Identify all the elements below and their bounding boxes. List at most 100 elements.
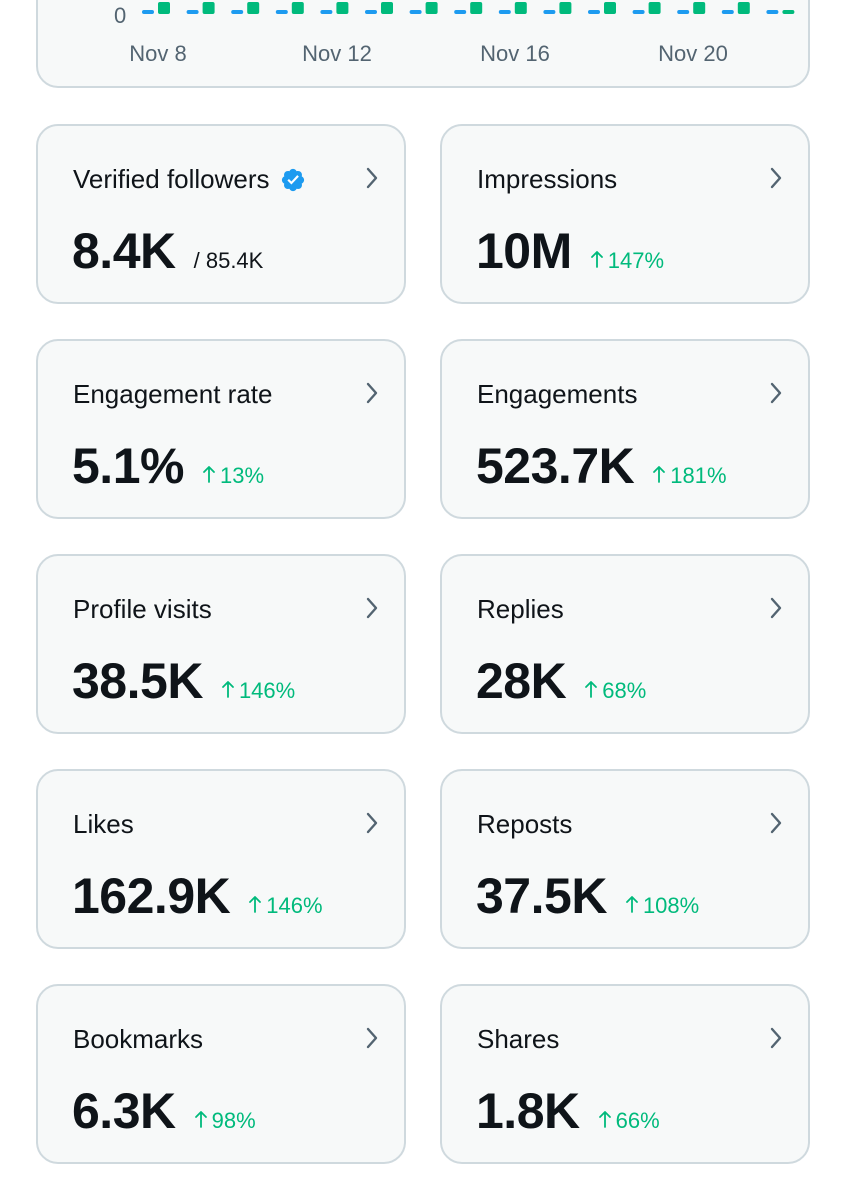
chart-bar-verified (409, 10, 422, 14)
chevron-right-icon (366, 382, 378, 404)
chart-bar-unverified (336, 2, 349, 14)
chart-bar-unverified (425, 2, 438, 14)
metric-label: Engagement rate (73, 379, 273, 409)
chart-bar-verified (498, 10, 511, 14)
metric-value: 38.5K (72, 653, 203, 709)
metric-change-value: 146% (266, 893, 323, 918)
metric-label-row: Bookmarks (73, 1024, 203, 1055)
metric-value-row: 5.1% 13% (72, 437, 264, 495)
chart-bar-unverified (381, 2, 393, 14)
metric-value-row: 10M 147% (476, 222, 664, 280)
arrow-up-icon (222, 681, 234, 698)
metric-value-row: 1.8K 66% (476, 1082, 660, 1140)
chart-bar-unverified (782, 10, 795, 14)
metric-value-row: 8.4K / 85.4K (72, 222, 263, 280)
chevron-right-icon (770, 1027, 782, 1049)
metric-value-row: 37.5K 108% (476, 867, 699, 925)
chart-bar-verified (543, 10, 556, 14)
metric-label: Impressions (477, 164, 618, 194)
arrow-up-icon (585, 681, 598, 698)
chart-bar-verified (721, 10, 734, 14)
metric-card-reposts[interactable]: Reposts 37.5K 108% (440, 769, 810, 949)
metric-value: 10M (476, 223, 572, 279)
metric-label: Likes (73, 809, 134, 839)
chevron-right-icon (770, 597, 782, 619)
metric-value: 28K (476, 653, 567, 709)
metric-card-replies[interactable]: Replies 28K 68% (440, 554, 810, 734)
x-axis-label: Nov 20 (658, 41, 728, 66)
metric-label-row: Profile visits (73, 594, 212, 625)
metric-value-row: 162.9K 146% (72, 867, 323, 925)
arrow-up-icon (249, 896, 262, 913)
metric-label-row: Reposts (477, 809, 572, 840)
x-axis-label: Nov 16 (480, 41, 550, 66)
metric-total: / 85.4K (193, 248, 264, 273)
chart-bar-unverified (470, 2, 483, 14)
metric-label: Verified followers (73, 164, 270, 194)
followers-chart-card: 0 Nov 8 Nov 12 Nov 16 Nov 20 (36, 0, 810, 88)
chart-bar-verified (320, 10, 333, 14)
metric-change-value: 66% (615, 1108, 660, 1133)
metric-label: Profile visits (73, 594, 212, 624)
metric-label: Reposts (477, 809, 573, 839)
arrow-up-icon (194, 1111, 207, 1128)
metric-label-row: Engagements (477, 379, 637, 410)
metric-value: 162.9K (72, 868, 231, 924)
metric-label-row: Replies (477, 594, 564, 625)
metric-change-value: 98% (211, 1108, 256, 1133)
y-axis-zero-label: 0 (114, 3, 127, 28)
metric-value-row: 38.5K 146% (72, 652, 295, 710)
metric-card-profile-visits[interactable]: Profile visits 38.5K 146% (36, 554, 406, 734)
metric-value: 523.7K (476, 438, 635, 494)
verified-badge-icon (281, 168, 304, 191)
metric-card-shares[interactable]: Shares 1.8K 66% (440, 984, 810, 1164)
chart-bar-unverified (604, 2, 616, 14)
metric-value: 6.3K (72, 1083, 176, 1139)
arrow-up-icon (598, 1111, 611, 1128)
chart-bar-unverified (202, 2, 215, 14)
metric-value: 5.1% (72, 438, 184, 494)
metric-label-row: Engagement rate (73, 379, 272, 410)
x-axis-label: Nov 12 (302, 41, 372, 66)
metric-card-verified-followers[interactable]: Verified followers 8.4K / 85.4K (36, 124, 406, 304)
chart-bar-verified (142, 10, 154, 14)
metric-label: Shares (477, 1024, 560, 1054)
chart-bar-verified (365, 10, 377, 14)
metric-change: 146% (221, 678, 295, 704)
chart-bar-verified (186, 10, 199, 14)
metric-change-value: 108% (642, 893, 700, 918)
x-axis-label: Nov 8 (129, 41, 187, 66)
metric-card-impressions[interactable]: Impressions 10M 147% (440, 124, 810, 304)
chart-bar-unverified (158, 2, 170, 14)
chart-bar-verified (275, 10, 288, 14)
chart-bar-unverified (559, 2, 572, 14)
metric-label-row: Impressions (477, 164, 617, 195)
metric-change: 147% (590, 248, 664, 274)
chart-bar-verified (454, 10, 467, 14)
metric-change-value: 146% (238, 678, 296, 703)
arrow-up-icon (203, 466, 215, 483)
chevron-right-icon (770, 167, 782, 189)
metric-value: 8.4K (72, 223, 176, 279)
metric-card-bookmarks[interactable]: Bookmarks 6.3K 98% (36, 984, 406, 1164)
chart-bar-unverified (514, 2, 527, 14)
metric-label: Bookmarks (73, 1024, 204, 1054)
metric-change-value: 68% (602, 678, 647, 703)
metric-change: 108% (625, 893, 699, 919)
chart-bar-unverified (648, 2, 661, 14)
metric-card-engagement-rate[interactable]: Engagement rate 5.1% 13% (36, 339, 406, 519)
chart-bar-verified (632, 10, 645, 14)
chevron-right-icon (770, 382, 782, 404)
chart-bar-verified (588, 10, 600, 14)
metric-change: 13% (202, 463, 264, 489)
chart-bar-verified (766, 10, 779, 14)
metric-value-row: 523.7K 181% (476, 437, 727, 495)
metric-label: Engagements (477, 379, 638, 409)
metric-value-row: 6.3K 98% (72, 1082, 256, 1140)
metric-card-engagements[interactable]: Engagements 523.7K 181% (440, 339, 810, 519)
metric-change-value: 13% (219, 463, 265, 488)
metric-card-likes[interactable]: Likes 162.9K 146% (36, 769, 406, 949)
chart-bar-unverified (737, 2, 750, 14)
followers-chart (142, 2, 795, 14)
metric-value: 1.8K (476, 1083, 580, 1139)
